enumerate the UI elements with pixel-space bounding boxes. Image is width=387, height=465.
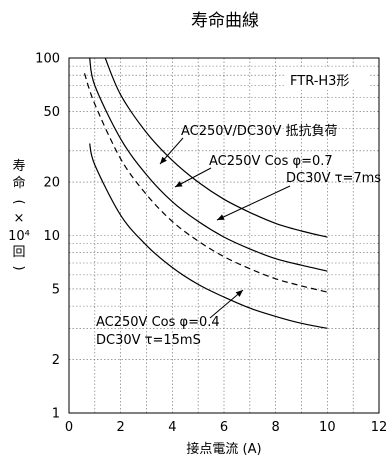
x-tick-label: 4 [168,420,176,435]
model-subtitle: FTR-H3形 [290,74,349,89]
series-annotation: AC250V/DC30V 抵抗負荷 [181,124,337,139]
subtitle-background [284,68,370,90]
y-label-char: 10⁴ [8,229,30,244]
y-tick-label: 1 [52,407,60,422]
leader-arrowhead [175,181,183,187]
series-line-2 [89,57,328,272]
y-label-char: × [14,211,25,226]
grid-lines [69,58,379,413]
y-label-char: ( [11,199,26,204]
series-line-3 [83,73,328,293]
annotations: AC250V/DC30V 抵抗負荷 AC250V Cos φ=0.7 DC30V τ… [96,124,381,348]
x-tick-label: 6 [220,420,228,435]
x-tick-label: 8 [272,420,280,435]
y-label-char: 命 [12,175,25,191]
leader-line [209,289,244,319]
y-tick-label: 20 [43,176,60,191]
y-tick-label: 50 [43,105,60,120]
series-annotation: AC250V Cos φ=0.7 [209,154,333,169]
y-tick-label: 100 [35,52,60,67]
series-annotation: AC250V Cos φ=0.4 [96,315,220,330]
x-tick-label: 12 [371,420,387,435]
series-line-4 [89,143,328,329]
leader-arrowhead [235,290,243,297]
x-axis-label: 接点電流 (A) [186,441,261,457]
series-line-1 [104,57,328,238]
plot-frame [68,57,380,414]
leader-line [216,185,291,221]
series-annotation: DC30V τ=15mS [96,333,201,348]
y-tick-label: 2 [52,353,60,368]
y-label-char: 寿 [12,159,25,174]
series-layer [83,57,328,329]
x-tick-label: 2 [117,420,125,435]
leader-arrowhead [217,214,225,220]
y-label-char: 回 [12,245,25,260]
y-tick-label: 5 [52,282,60,297]
leader-arrowhead [160,156,167,164]
y-tick-label: 10 [43,229,60,244]
x-tick-label: 0 [65,420,73,435]
y-label-char: ) [11,265,26,270]
series-annotation: DC30V τ=7ms [286,171,381,186]
chart-title: 寿命曲線 [191,11,259,31]
x-tick-label: 10 [319,420,336,435]
